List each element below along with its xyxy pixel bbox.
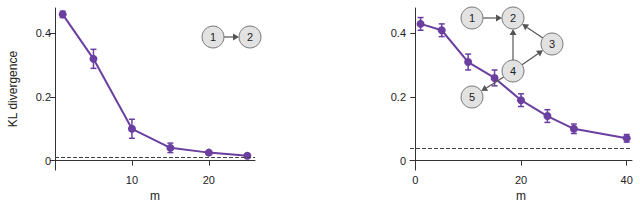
svg-text:20: 20 <box>203 174 215 186</box>
svg-text:40: 40 <box>621 174 633 186</box>
svg-text:m: m <box>150 189 160 203</box>
svg-text:1: 1 <box>210 31 216 43</box>
svg-text:3: 3 <box>549 38 555 50</box>
svg-text:0: 0 <box>412 174 418 186</box>
svg-text:2: 2 <box>510 12 516 24</box>
svg-text:0.2: 0.2 <box>36 91 51 103</box>
svg-text:m: m <box>516 189 526 203</box>
svg-text:0: 0 <box>400 155 406 167</box>
svg-text:4: 4 <box>510 65 516 77</box>
svg-text:1: 1 <box>469 12 475 24</box>
svg-text:0.4: 0.4 <box>36 27 51 39</box>
svg-text:0.2: 0.2 <box>391 91 406 103</box>
svg-text:0: 0 <box>45 155 51 167</box>
svg-text:5: 5 <box>469 91 475 103</box>
svg-text:10: 10 <box>126 174 138 186</box>
svg-text:2: 2 <box>247 31 253 43</box>
svg-text:0.4: 0.4 <box>391 27 406 39</box>
svg-text:KL divergence: KL divergence <box>6 51 20 128</box>
svg-text:20: 20 <box>515 174 527 186</box>
